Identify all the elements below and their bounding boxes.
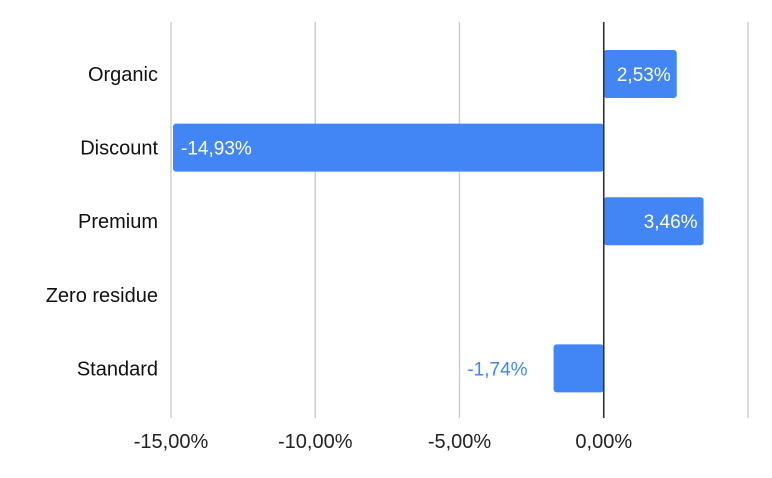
category-label: Standard (77, 358, 158, 380)
bar-premium (603, 197, 704, 246)
category-label: Zero residue (46, 285, 158, 307)
category-labels: Organic Discount Premium Zero residue Standa… (46, 64, 159, 380)
category-label: Discount (80, 138, 158, 160)
data-label: -14,93% (181, 139, 252, 160)
x-tick-label: -5,00% (428, 431, 492, 453)
bar-standard (553, 344, 604, 393)
bars (173, 22, 704, 418)
data-label: 3,46% (644, 212, 698, 233)
bar-discount (173, 123, 604, 172)
x-tick-label: 0,00% (575, 431, 632, 453)
bar-organic (603, 50, 677, 98)
grid-lines (170, 22, 749, 418)
x-tick-labels: -15,00% -10,00% -5,00% 0,00% (134, 431, 633, 453)
data-label: -1,74% (467, 359, 527, 380)
data-label: 2,53% (617, 65, 671, 86)
data-labels: 2,53% -14,93% 3,46% -1,74% (181, 65, 698, 380)
category-label: Organic (88, 64, 158, 86)
category-label: Premium (78, 211, 158, 233)
x-tick-label: -10,00% (278, 431, 353, 453)
x-tick-label: -15,00% (134, 431, 209, 453)
